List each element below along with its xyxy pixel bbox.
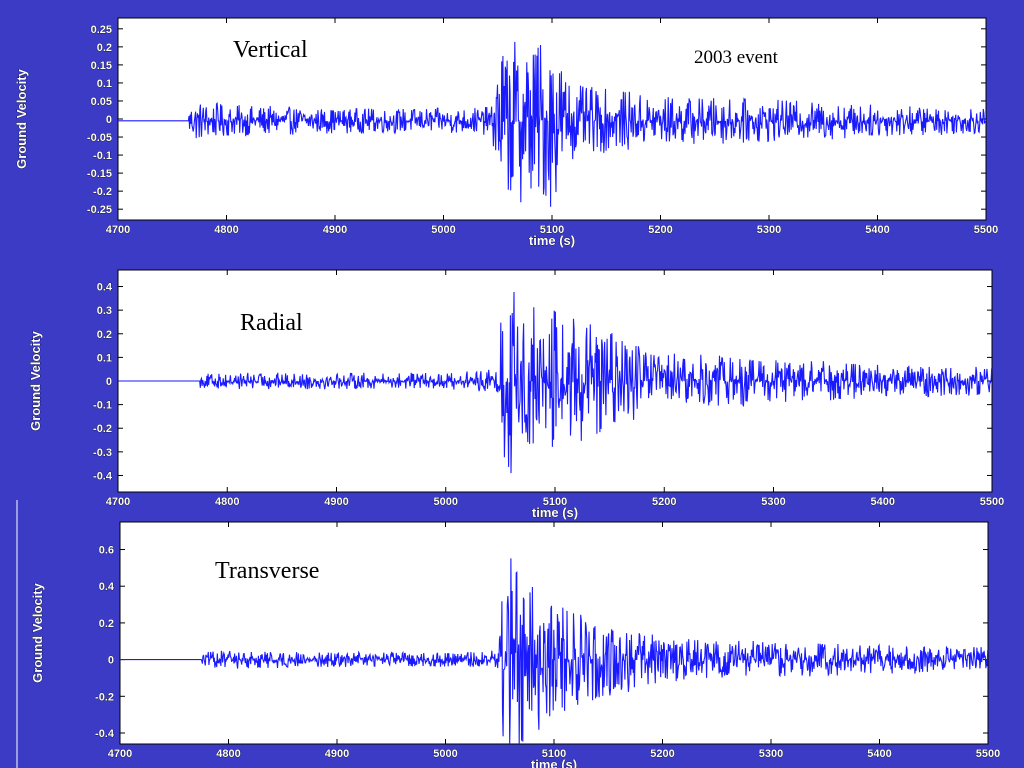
x-axis-title: time (s) [529,233,575,248]
y-tick-label: -0.25 [87,204,112,216]
x-tick-label: 4800 [216,748,240,760]
panel-label: Radial [240,310,303,336]
seismic-trace-radial [118,291,993,474]
y-tick-label: -0.3 [93,447,112,459]
x-tick-label: 4800 [214,224,238,236]
y-tick-label: -0.4 [93,470,113,482]
y-tick-label: 0.1 [97,352,112,364]
y-tick-label: -0.1 [93,150,112,162]
x-tick-label: 5200 [650,748,674,760]
y-tick-label: 0.4 [99,581,115,593]
y-tick-label: 0.25 [91,24,112,36]
y-tick-label: -0.15 [87,168,112,180]
panel-vertical: 0.25 0.2 0.15 0.1 0.05 0 -0.05 -0.1 -0.15 -0.2 -0.… [14,17,999,248]
y-tick-label: 0.6 [99,545,114,557]
y-axis-title: Ground Velocity [28,330,43,430]
x-tick-label: 4900 [324,496,348,508]
x-tick-label: 4800 [215,496,239,508]
x-tick-label: 5300 [757,224,781,236]
y-tick-label: 0 [106,376,112,388]
y-tick-label: 0.2 [99,618,114,630]
y-tick-label: 0 [106,114,112,126]
y-axis-title: Ground Velocity [14,68,29,168]
y-tick-label: 0.2 [97,42,112,54]
y-tick-label: -0.2 [95,691,114,703]
y-tick-label: 0.3 [97,305,112,317]
y-tick-label: 0.05 [91,96,112,108]
y-tick-label: 0.2 [97,329,112,341]
panel-label: Transverse [215,558,319,584]
x-tick-label: 5000 [431,224,455,236]
x-axis-title: time (s) [532,505,578,520]
x-tick-label: 4900 [323,224,347,236]
x-tick-label: 5100 [540,224,564,236]
x-tick-label: 4700 [106,224,130,236]
x-tick-label: 4900 [325,748,349,760]
x-tick-label: 5500 [980,496,1004,508]
seismic-trace-vertical [118,41,987,207]
y-axis-title: Ground Velocity [30,582,45,682]
y-tick-label: 0.1 [97,78,112,90]
y-tick-label: 0 [108,655,114,667]
seismic-trace-transverse [120,558,989,745]
x-tick-label: 5500 [976,748,1000,760]
y-tick-label: -0.1 [93,400,112,412]
x-tick-label: 5200 [648,224,672,236]
event-annotation: 2003 event [694,47,779,68]
panel-radial: 0.4 0.3 0.2 0.1 0 -0.1 -0.2 -0.3 -0.4 4700 4800 490… [28,269,1005,520]
y-tick-label: -0.4 [95,728,115,740]
panel-transverse: 0.6 0.4 0.2 0 -0.2 -0.4 4700 4800 4900 5000 5100 52… [30,521,1001,768]
x-tick-label: 5300 [761,496,785,508]
x-tick-label: 5500 [974,224,998,236]
y-tick-label: -0.2 [93,423,112,435]
x-tick-label: 5400 [867,748,891,760]
x-tick-label: 5300 [759,748,783,760]
x-tick-label: 5100 [542,748,566,760]
panel-label: Vertical [233,37,308,63]
x-axis-title: time (s) [531,757,577,768]
x-tick-label: 5200 [652,496,676,508]
x-tick-label: 4700 [108,748,132,760]
x-tick-label: 5000 [433,748,457,760]
y-tick-label: -0.05 [87,132,112,144]
y-tick-label: 0.4 [97,282,113,294]
x-tick-label: 4700 [106,496,130,508]
x-tick-label: 5400 [865,224,889,236]
x-tick-label: 5100 [543,496,567,508]
y-tick-label: -0.2 [93,186,112,198]
x-tick-label: 5400 [871,496,895,508]
x-tick-label: 5000 [434,496,458,508]
y-tick-label: 0.15 [91,60,112,72]
